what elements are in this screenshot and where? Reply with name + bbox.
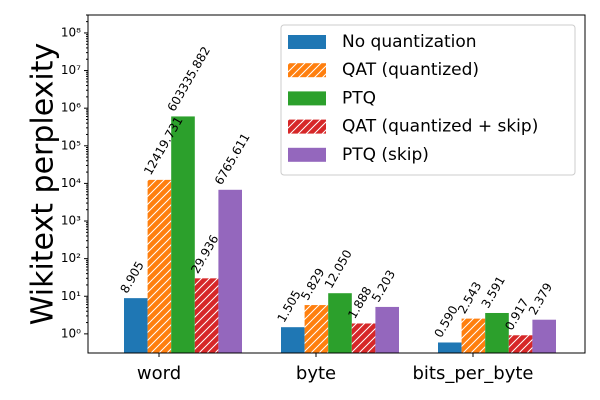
x-tick-label: word	[137, 363, 181, 384]
x-tick-label: bits_per_byte	[413, 363, 534, 384]
bar	[147, 179, 172, 353]
legend-swatch	[288, 63, 326, 78]
bar	[485, 312, 509, 353]
legend-swatch	[288, 147, 326, 162]
legend-label: QAT (quantized + skip)	[342, 117, 538, 137]
bar	[461, 318, 486, 353]
value-label: 8.905	[117, 259, 146, 296]
bar	[304, 305, 329, 353]
y-axis-label: Wikitext perplexity	[26, 43, 61, 326]
value-label: 2.379	[526, 280, 555, 317]
y-tick-label: 10⁶	[61, 101, 81, 115]
plot-area	[124, 116, 556, 353]
legend-box	[280, 24, 576, 176]
y-tick-label: 10⁷	[61, 63, 81, 77]
y-tick-label: 10⁰	[61, 326, 81, 340]
legend-label: QAT (quantized)	[342, 60, 479, 80]
value-label: 12.050	[322, 247, 355, 290]
bar	[508, 335, 533, 353]
bar	[438, 342, 462, 353]
y-tick-label: 10²	[61, 251, 81, 265]
x-tick-label: byte	[296, 363, 336, 384]
bar	[194, 278, 219, 353]
value-label: 3.591	[479, 274, 508, 311]
bar	[281, 327, 305, 353]
legend-swatch	[288, 35, 326, 49]
value-label: 6765.611	[212, 131, 253, 188]
value-label: 5.203	[369, 268, 398, 305]
value-label: 2.543	[455, 279, 484, 316]
legend-label: PTQ	[342, 88, 376, 108]
bar	[532, 319, 556, 353]
y-tick-label: 10⁵	[61, 138, 81, 152]
legend: No quantization QAT (quantized) PTQ QAT (qu…	[280, 24, 576, 176]
legend-swatch	[288, 119, 326, 134]
bar	[375, 306, 399, 353]
legend-label: No quantization	[342, 32, 477, 52]
y-tick-label: 10³	[61, 214, 81, 228]
axes-frame	[87, 14, 586, 354]
bar	[351, 323, 376, 353]
legend-swatch	[288, 91, 326, 106]
bar	[328, 293, 352, 353]
bar	[171, 116, 195, 353]
bar	[218, 189, 242, 353]
value-label: 603335.882	[165, 44, 213, 114]
y-tick-label: 10¹	[61, 289, 81, 303]
legend-label: PTQ (skip)	[342, 145, 429, 165]
y-tick-label: 10⁴	[61, 176, 81, 190]
y-tick-label: 10⁸	[61, 25, 81, 39]
bar	[124, 298, 148, 353]
